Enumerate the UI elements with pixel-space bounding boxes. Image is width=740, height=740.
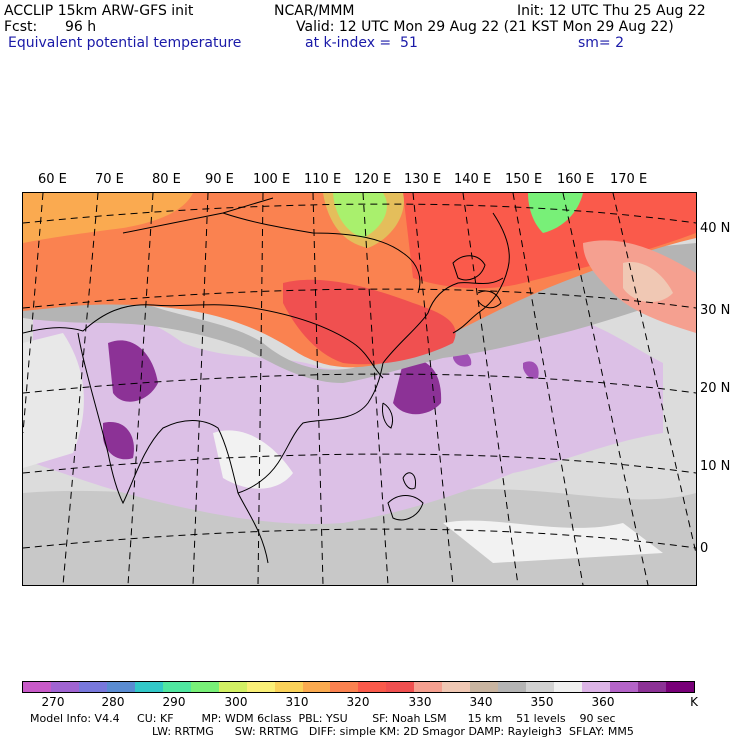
colorbar-segment [330, 682, 359, 692]
colorbar-segment [637, 682, 666, 692]
init-time: Init: 12 UTC Thu 25 Aug 22 [517, 3, 706, 19]
graticule [23, 193, 696, 585]
colorbar-segment [582, 682, 611, 692]
colorbar-tick-360: 360 [591, 695, 615, 709]
colorbar-segment [246, 682, 275, 692]
colorbar-segment [470, 682, 499, 692]
field-name: Equivalent potential temperature [8, 35, 242, 51]
colorbar-segment [358, 682, 387, 692]
map-panel [22, 192, 697, 586]
colorbar-tick-350: 350 [530, 695, 554, 709]
field-red-china [283, 279, 456, 365]
forecast-label: Fcst: [4, 19, 38, 35]
coastlines [23, 197, 510, 564]
lon-label-120e: 120 E [354, 172, 392, 187]
lon-label-140e: 140 E [454, 172, 492, 187]
lat-label-40n: 40 N [700, 221, 731, 236]
colorbar-tick-270: 270 [41, 695, 65, 709]
model-info-line1: Model Info: V4.4 CU: KF MP: WDM 6class P… [30, 712, 616, 725]
model-info-line2: LW: RRTMG SW: RRTMG DIFF: simple KM: 2D … [152, 725, 634, 738]
lon-label-160e: 160 E [557, 172, 595, 187]
colorbar-segment [106, 682, 135, 692]
lon-label-60e: 60 E [38, 172, 67, 187]
lat-label-10n: 10 N [700, 459, 731, 474]
colorbar-tick-310: 310 [285, 695, 309, 709]
colorbar-segment [414, 682, 443, 692]
colorbar-segment [162, 682, 191, 692]
field-green-northeast [528, 193, 583, 233]
colorbar-segment [610, 682, 638, 692]
field-purple-patch-east [523, 361, 539, 379]
colorbar-segment [218, 682, 247, 692]
colorbar-segment [526, 682, 555, 692]
field-red-north [403, 193, 696, 289]
lon-label-100e: 100 E [253, 172, 291, 187]
lon-label-70e: 70 E [95, 172, 124, 187]
lon-label-130e: 130 E [404, 172, 442, 187]
theta-e-field [23, 193, 696, 585]
forecast-hour: 96 h [65, 19, 97, 35]
colorbar-segment [498, 682, 527, 692]
lat-label-30n: 30 N [700, 303, 731, 318]
lat-label-0: 0 [700, 541, 709, 556]
field-purple-philippine-sea [393, 359, 442, 415]
colorbar-segment [78, 682, 107, 692]
colorbar-segment [302, 682, 331, 692]
field-gray-south [23, 489, 696, 585]
org-label: NCAR/MMM [274, 3, 355, 19]
colorbar-segment [274, 682, 303, 692]
colorbar-segment [23, 682, 51, 692]
colorbar-tick-300: 300 [224, 695, 248, 709]
model-title: ACCLIP 15km ARW-GFS init [4, 3, 194, 19]
lon-label-80e: 80 E [152, 172, 181, 187]
colorbar-tick-340: 340 [469, 695, 493, 709]
colorbar-segment [134, 682, 163, 692]
field-lightorange-nw [23, 193, 193, 243]
lon-label-110e: 110 E [304, 172, 342, 187]
field-purple-india-east [103, 422, 134, 460]
colorbar-tick-280: 280 [101, 695, 125, 709]
smoothing-label: sm= 2 [578, 35, 625, 51]
field-light-west [23, 333, 84, 468]
colorbar-segment [386, 682, 415, 692]
field-purple-india-north [108, 340, 158, 402]
valid-time: Valid: 12 UTC Mon 29 Aug 22 (21 KST Mon … [296, 19, 674, 35]
colorbar-segment [442, 682, 471, 692]
field-lavender [33, 304, 663, 524]
colorbar-segment [554, 682, 583, 692]
colorbar-segment [190, 682, 219, 692]
lat-label-20n: 20 N [700, 381, 731, 396]
colorbar-tick-320: 320 [346, 695, 370, 709]
colorbar-tick-290: 290 [162, 695, 186, 709]
colorbar-segment [50, 682, 79, 692]
colorbar-segment [665, 682, 694, 692]
lon-label-150e: 150 E [505, 172, 543, 187]
lon-label-90e: 90 E [205, 172, 234, 187]
colorbar-tick-330: 330 [408, 695, 432, 709]
colorbar-unit: K [690, 695, 698, 709]
lon-label-170e: 170 E [610, 172, 648, 187]
field-lightgray-patch [443, 520, 663, 563]
level-index: at k-index = 51 [305, 35, 418, 51]
colorbar [22, 681, 695, 693]
